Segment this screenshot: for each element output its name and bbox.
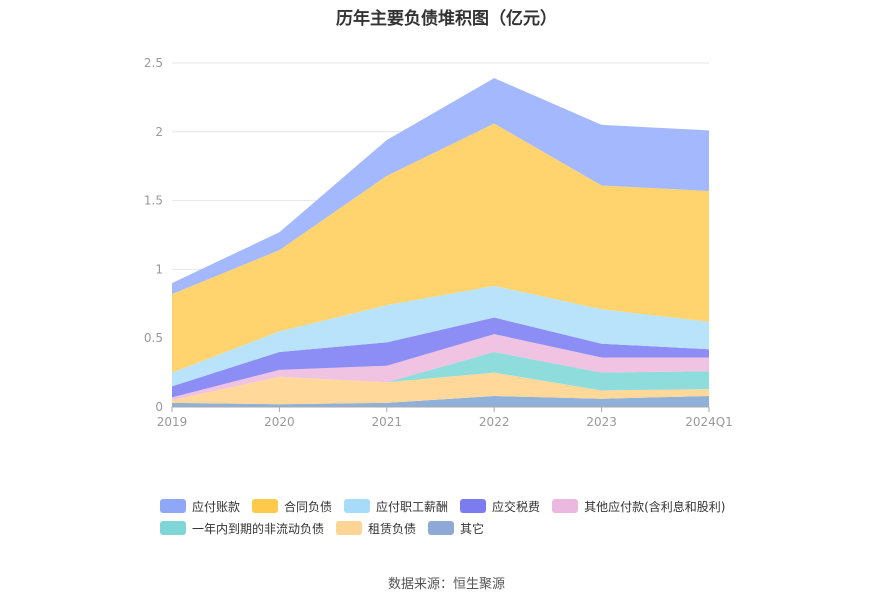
area-应付账款 [172,78,709,295]
y-tick-label: 2 [155,125,163,139]
legend-swatch [344,499,371,513]
legend-label: 租赁负债 [368,521,417,536]
legend-label: 应付账款 [192,499,241,514]
legend-item[interactable]: 应交税费 [460,495,540,517]
legend-item[interactable]: 其它 [428,517,484,539]
area-series [172,78,709,407]
y-tick-label: 1.5 [144,194,163,208]
legend: 应付账款 合同负债 应付职工薪酬 应交税费 其他应付款(含利息和股利) 一年内到期的非流动… [160,495,780,539]
legend-swatch [428,521,455,535]
legend-swatch [552,499,579,513]
legend-label: 合同负债 [284,499,333,514]
axes: 0 0.5 1 1.5 2 2.5 2019 2020 2021 2022 2023 2024Q1 [144,56,733,429]
legend-label: 其它 [460,521,485,536]
y-tick-label: 2.5 [144,56,163,70]
area-其他应付款(含利息和股利) [172,334,709,401]
y-tick-label: 0.5 [144,331,163,345]
area-租赁负债 [172,372,709,405]
legend-item[interactable]: 其他应付款(含利息和股利) [552,495,725,517]
data-source-note: 数据来源：恒生聚源 [387,577,505,592]
legend-item[interactable]: 一年内到期的非流动负债 [160,517,324,539]
legend-swatch [460,499,487,513]
area-一年内到期的非流动负债 [172,351,709,401]
x-tick-label: 2020 [264,415,295,429]
legend-item[interactable]: 合同负债 [252,495,332,517]
area-合同负债 [172,123,709,373]
x-tick-label: 2023 [586,415,617,429]
x-tick-label: 2022 [479,415,510,429]
legend-label: 应付职工薪酬 [376,499,449,514]
legend-swatch [160,499,186,513]
chart-title: 历年主要负债堆积图（亿元） [336,9,557,29]
y-tick-label: 1 [155,262,163,276]
y-tick-label: 0 [155,400,163,414]
area-其它 [172,395,709,407]
x-tick-label: 2024Q1 [685,415,733,429]
legend-label: 其他应付款(含利息和股利) [584,499,726,514]
legend-label: 一年内到期的非流动负债 [192,521,325,536]
legend-swatch [160,521,186,535]
legend-item[interactable]: 租赁负债 [336,517,416,539]
legend-swatch [252,499,279,513]
area-应付职工薪酬 [172,285,709,387]
legend-swatch [336,521,363,535]
legend-label: 应交税费 [492,499,541,514]
legend-item[interactable]: 应付账款 [160,495,240,517]
legend-item[interactable]: 应付职工薪酬 [344,495,448,517]
area-应交税费 [172,317,709,398]
x-tick-label: 2021 [372,415,403,429]
x-tick-label: 2019 [157,415,188,429]
